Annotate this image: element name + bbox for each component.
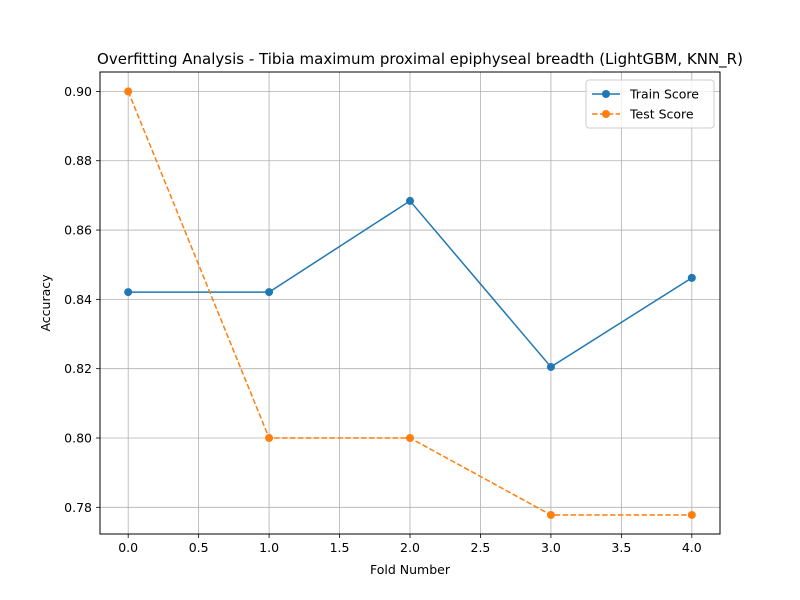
legend-train-score-marker <box>602 90 610 98</box>
y-tick-label: 0.84 <box>64 292 92 307</box>
y-axis-label: Accuracy <box>38 274 53 332</box>
train-score-point <box>124 288 133 297</box>
y-tick-label: 0.86 <box>64 223 92 238</box>
legend-box <box>585 79 715 129</box>
test-score-point <box>546 510 555 519</box>
x-tick-label: 3.5 <box>611 540 631 555</box>
x-tick-label: 3.0 <box>541 540 561 555</box>
legend-train-score-label: Train Score <box>629 87 699 102</box>
test-score-point <box>124 87 133 96</box>
train-score-point <box>687 273 696 282</box>
legend-test-score-label: Test Score <box>629 107 694 122</box>
ticks: 0.0 0.5 1.0 1.5 2.0 2.5 3.0 3.5 4.0 0.78 0.80 0.82 0… <box>64 84 702 555</box>
test-score-point <box>265 433 274 442</box>
train-score-point <box>265 288 274 297</box>
y-tick-label: 0.88 <box>64 153 92 168</box>
x-tick-label: 0.0 <box>118 540 138 555</box>
y-tick-label: 0.78 <box>64 500 92 515</box>
x-tick-label: 2.5 <box>471 540 491 555</box>
test-score-point <box>406 433 414 442</box>
series-group <box>124 87 696 519</box>
legend: Train Score Test Score <box>585 79 715 129</box>
x-tick-label: 1.5 <box>330 540 350 555</box>
y-tick-label: 0.80 <box>64 430 92 445</box>
y-tick-label: 0.90 <box>64 84 92 99</box>
x-tick-label: 4.0 <box>682 540 702 555</box>
chart-title: Overfitting Analysis - Tibia maximum pro… <box>97 50 743 69</box>
x-axis-label: Fold Number <box>370 562 451 577</box>
x-tick-label: 1.0 <box>259 540 279 555</box>
y-tick-label: 0.82 <box>64 361 92 376</box>
train-score-point <box>406 196 414 205</box>
x-tick-label: 0.5 <box>189 540 209 555</box>
test-score-point <box>687 510 696 519</box>
train-score-point <box>546 362 555 371</box>
legend-test-score-marker <box>602 110 610 118</box>
x-tick-label: 2.0 <box>400 540 420 555</box>
